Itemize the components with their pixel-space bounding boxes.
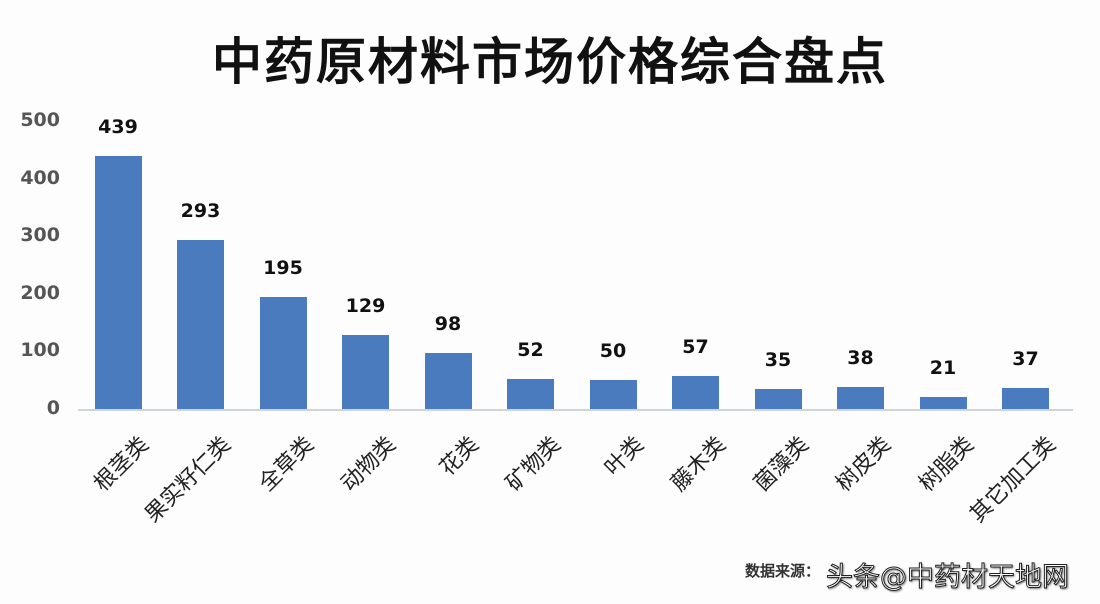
bar <box>177 240 224 409</box>
source-note: 数据来源： <box>745 562 821 580</box>
category-label: 动物类 <box>337 432 402 497</box>
value-label: 57 <box>682 336 709 359</box>
value-label: 21 <box>929 356 957 379</box>
bar <box>919 396 967 409</box>
bar <box>424 352 472 409</box>
y-tick-label: 0 <box>46 397 60 419</box>
category-label: 矿物类 <box>502 432 567 497</box>
category-label: 果实籽仁类 <box>140 432 237 528</box>
value-label: 195 <box>263 256 303 279</box>
y-tick-label: 200 <box>20 281 60 304</box>
value-label: 37 <box>1012 347 1039 370</box>
category-label: 花类 <box>435 432 484 482</box>
y-tick-label: 100 <box>20 339 60 362</box>
value-label: 52 <box>517 339 544 362</box>
bar <box>94 156 142 409</box>
category-label: 菌藻类 <box>749 432 814 497</box>
bar <box>259 296 307 409</box>
y-tick-label: 500 <box>20 109 60 131</box>
category-label: 树皮类 <box>832 432 897 497</box>
value-label: 129 <box>345 294 386 317</box>
bar <box>342 334 389 409</box>
bar <box>1002 387 1049 409</box>
y-tick-label: 300 <box>20 224 60 247</box>
value-label: 98 <box>434 312 462 335</box>
x-axis-line <box>78 409 1073 411</box>
category-label: 其它加工类 <box>965 432 1062 528</box>
bar <box>507 379 554 409</box>
bar <box>837 387 884 409</box>
category-label: 叶类 <box>600 432 649 482</box>
watermark: 头条@中药材天地网 <box>826 562 1070 594</box>
bar <box>672 376 719 409</box>
value-label: 293 <box>180 200 221 223</box>
value-label: 38 <box>847 347 874 370</box>
value-label: 50 <box>599 340 627 363</box>
bar <box>589 380 637 409</box>
category-label: 根茎类 <box>89 432 154 497</box>
category-label: 藤木类 <box>667 432 732 497</box>
bar <box>754 388 802 409</box>
value-label: 35 <box>764 348 792 371</box>
y-tick-label: 400 <box>20 166 60 189</box>
value-label: 439 <box>98 116 138 139</box>
category-label: 树脂类 <box>914 432 979 497</box>
category-label: 全草类 <box>254 432 319 497</box>
chart-title: 中药原材料市场价格综合盘点 <box>212 32 888 91</box>
